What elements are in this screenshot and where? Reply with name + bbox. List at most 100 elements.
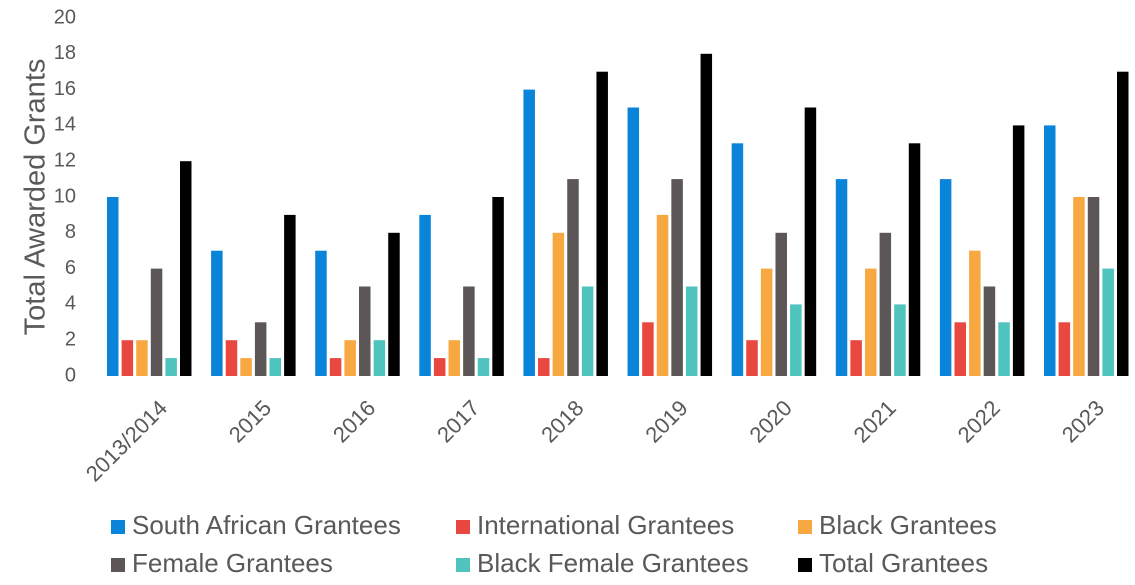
bar-international-grantees-1	[225, 340, 238, 376]
x-category-label: 2020	[744, 395, 796, 447]
y-tick-label: 14	[54, 114, 76, 136]
bar-total-grantees-0	[180, 161, 192, 376]
bar-international-grantees-6	[746, 340, 758, 376]
legend-label-international-grantees: International Grantees	[477, 510, 734, 540]
y-axis-ticks: 0 2 4 6 8 10 12 14 16 18 20	[54, 6, 76, 386]
bar-black-female-grantees-1	[269, 358, 282, 376]
bar-black-grantees-6	[760, 268, 773, 376]
bar-total-grantees-8	[1012, 125, 1025, 377]
bar-female-grantees-8	[983, 286, 996, 376]
bar-female-grantees-0	[150, 268, 163, 376]
y-tick-label: 16	[54, 78, 76, 100]
bar-international-grantees-2	[329, 358, 342, 376]
legend-swatch-black-grantees	[798, 520, 812, 534]
bar-international-grantees-9	[1058, 322, 1071, 376]
legend-label-south-african-grantees: South African Grantees	[132, 510, 401, 540]
bar-south-african-grantees-6	[731, 143, 744, 376]
legend-label-female-grantees: Female Grantees	[132, 548, 333, 578]
bar-international-grantees-7	[850, 340, 862, 376]
bar-total-grantees-7	[908, 143, 921, 376]
bar-south-african-grantees-9	[1044, 125, 1056, 377]
bar-black-grantees-2	[344, 340, 356, 376]
legend-label-black-female-grantees: Black Female Grantees	[477, 548, 749, 578]
x-category-label: 2013/2014	[81, 395, 172, 486]
bar-black-female-grantees-3	[477, 358, 490, 376]
bar-black-grantees-4	[552, 232, 565, 376]
legend-swatch-international-grantees	[456, 520, 470, 534]
legend-swatch-total-grantees	[798, 558, 812, 572]
legend-swatch-black-female-grantees	[456, 558, 470, 572]
x-category-label: 2022	[953, 395, 1005, 447]
bar-south-african-grantees-5	[627, 107, 640, 376]
bar-international-grantees-8	[954, 322, 966, 376]
legend-label-total-grantees: Total Grantees	[819, 548, 988, 578]
y-tick-label: 0	[65, 364, 76, 386]
bar-south-african-grantees-2	[315, 250, 327, 376]
y-tick-label: 12	[54, 149, 76, 171]
y-tick-label: 18	[54, 42, 76, 64]
bar-female-grantees-5	[671, 179, 683, 376]
bar-black-grantees-1	[240, 358, 252, 376]
bar-total-grantees-6	[804, 107, 817, 376]
bar-total-grantees-9	[1117, 71, 1129, 376]
bar-black-grantees-9	[1073, 197, 1085, 376]
bar-black-female-grantees-0	[165, 358, 177, 376]
bar-south-african-grantees-7	[835, 179, 848, 376]
bar-total-grantees-5	[700, 53, 713, 377]
y-tick-label: 2	[65, 328, 76, 350]
bar-black-female-grantees-5	[685, 286, 698, 376]
bar-total-grantees-1	[284, 214, 296, 376]
bar-female-grantees-4	[567, 179, 579, 376]
bar-black-female-grantees-2	[373, 340, 386, 376]
y-axis-title: Total Awarded Grants	[20, 59, 52, 336]
bars-group	[107, 53, 1129, 377]
bar-black-grantees-8	[969, 250, 981, 376]
y-tick-label: 8	[65, 221, 76, 243]
x-category-label: 2015	[224, 395, 276, 447]
x-category-label: 2016	[328, 395, 380, 447]
bar-female-grantees-1	[254, 322, 267, 376]
legend: South African Grantees International Gran…	[111, 510, 997, 578]
x-category-label: 2023	[1057, 395, 1109, 447]
y-tick-label: 4	[65, 293, 76, 315]
y-tick-label: 6	[65, 257, 76, 279]
bar-black-female-grantees-6	[790, 304, 802, 376]
legend-label-black-grantees: Black Grantees	[819, 510, 997, 540]
bar-black-female-grantees-4	[581, 286, 594, 376]
legend-swatch-female-grantees	[111, 558, 125, 572]
bar-international-grantees-5	[642, 322, 654, 376]
bar-international-grantees-3	[433, 358, 446, 376]
bar-international-grantees-0	[121, 340, 134, 376]
x-axis-category-labels: 2013/2014 2015 2016 2017 2018 2019 2020 2021 202…	[81, 395, 1109, 486]
bar-black-female-grantees-8	[998, 322, 1010, 376]
bar-total-grantees-3	[492, 197, 504, 376]
bar-international-grantees-4	[538, 358, 550, 376]
bar-female-grantees-7	[879, 232, 892, 376]
bar-female-grantees-3	[463, 286, 475, 376]
bar-black-female-grantees-9	[1102, 268, 1114, 376]
bar-south-african-grantees-4	[523, 89, 535, 376]
bar-female-grantees-6	[775, 232, 787, 376]
x-category-label: 2019	[640, 395, 692, 447]
bar-south-african-grantees-3	[419, 214, 431, 376]
bar-black-grantees-5	[656, 214, 669, 376]
bar-black-grantees-3	[448, 340, 461, 376]
bar-black-grantees-0	[136, 340, 148, 376]
bar-black-grantees-7	[864, 268, 877, 376]
bar-female-grantees-9	[1087, 197, 1100, 376]
y-tick-label: 10	[54, 185, 76, 207]
bar-south-african-grantees-0	[107, 197, 119, 376]
bar-female-grantees-2	[359, 286, 371, 376]
x-category-label: 2021	[849, 395, 901, 447]
y-tick-label: 20	[54, 6, 76, 28]
bar-south-african-grantees-8	[939, 179, 952, 376]
bar-black-female-grantees-7	[894, 304, 906, 376]
bar-total-grantees-4	[596, 71, 608, 376]
x-category-label: 2017	[432, 395, 484, 447]
bar-south-african-grantees-1	[211, 250, 223, 376]
x-category-label: 2018	[536, 395, 588, 447]
legend-swatch-south-african-grantees	[111, 520, 125, 534]
bar-total-grantees-2	[388, 232, 400, 376]
